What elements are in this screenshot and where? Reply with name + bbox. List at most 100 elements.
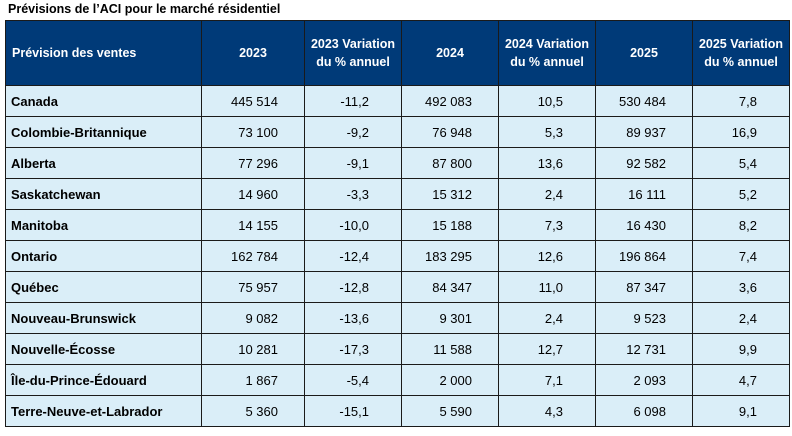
change-2025-cell: 16,9 <box>692 116 790 148</box>
change-2023-cell: -12,8 <box>304 271 402 303</box>
region-cell: Manitoba <box>5 209 202 241</box>
sales-2025-cell: 87 347 <box>595 271 693 303</box>
sales-2024-cell: 87 800 <box>401 147 499 179</box>
table-row: Nouvelle-Écosse 10 281 -17,3 11 588 12,7 12 7… <box>5 333 790 365</box>
sales-2023-cell: 9 082 <box>201 302 305 334</box>
sales-2024-cell: 492 083 <box>401 85 499 117</box>
change-2025-cell: 5,4 <box>692 147 790 179</box>
sales-2023-cell: 73 100 <box>201 116 305 148</box>
sales-2024-cell: 15 312 <box>401 178 499 210</box>
region-cell: Saskatchewan <box>5 178 202 210</box>
sales-2024-cell: 76 948 <box>401 116 499 148</box>
header-2024-change: 2024 Variation du % annuel <box>498 20 596 86</box>
change-2024-cell: 12,7 <box>498 333 596 365</box>
sales-2025-cell: 89 937 <box>595 116 693 148</box>
table-row: Nouveau-Brunswick 9 082 -13,6 9 301 2,4 9 523… <box>5 302 790 334</box>
sales-2025-cell: 530 484 <box>595 85 693 117</box>
header-2023-change-label: 2023 Variation du % annuel <box>310 37 396 69</box>
table-caption: Prévisions de l’ACI pour le marché résid… <box>8 2 281 16</box>
sales-2023-cell: 162 784 <box>201 240 305 272</box>
change-2025-cell: 4,7 <box>692 364 790 396</box>
header-row: Prévision des ventes 2023 2023 Variation… <box>5 20 790 86</box>
change-2024-cell: 7,1 <box>498 364 596 396</box>
table-row: Île-du-Prince-Édouard 1 867 -5,4 2 000 7,1 2 … <box>5 364 790 396</box>
change-2023-cell: -15,1 <box>304 395 402 427</box>
region-cell: Nouveau-Brunswick <box>5 302 202 334</box>
change-2025-cell: 7,4 <box>692 240 790 272</box>
region-cell: Canada <box>5 85 202 117</box>
table-row: Alberta 77 296 -9,1 87 800 13,6 92 582 5,4 <box>5 147 790 179</box>
change-2024-cell: 7,3 <box>498 209 596 241</box>
sales-2025-cell: 9 523 <box>595 302 693 334</box>
table-row: Saskatchewan 14 960 -3,3 15 312 2,4 16 111 5,2 <box>5 178 790 210</box>
header-2024-change-label: 2024 Variation du % annuel <box>504 37 590 69</box>
table-row: Ontario 162 784 -12,4 183 295 12,6 196 864 7,4 <box>5 240 790 272</box>
sales-2024-cell: 11 588 <box>401 333 499 365</box>
change-2024-cell: 12,6 <box>498 240 596 272</box>
change-2024-cell: 2,4 <box>498 178 596 210</box>
change-2023-cell: -17,3 <box>304 333 402 365</box>
change-2024-cell: 11,0 <box>498 271 596 303</box>
header-2023-label: 2023 <box>239 46 267 60</box>
sales-2024-cell: 2 000 <box>401 364 499 396</box>
sales-2023-cell: 14 960 <box>201 178 305 210</box>
change-2025-cell: 3,6 <box>692 271 790 303</box>
change-2023-cell: -9,1 <box>304 147 402 179</box>
change-2024-cell: 13,6 <box>498 147 596 179</box>
region-cell: Nouvelle-Écosse <box>5 333 202 365</box>
change-2025-cell: 5,2 <box>692 178 790 210</box>
header-2023: 2023 <box>201 20 305 86</box>
change-2025-cell: 2,4 <box>692 302 790 334</box>
header-2025: 2025 <box>595 20 693 86</box>
header-2024-label: 2024 <box>436 46 464 60</box>
sales-2023-cell: 14 155 <box>201 209 305 241</box>
change-2024-cell: 10,5 <box>498 85 596 117</box>
sales-2025-cell: 2 093 <box>595 364 693 396</box>
region-cell: Québec <box>5 271 202 303</box>
region-cell: Île-du-Prince-Édouard <box>5 364 202 396</box>
change-2023-cell: -5,4 <box>304 364 402 396</box>
sales-2024-cell: 9 301 <box>401 302 499 334</box>
sales-2025-cell: 16 430 <box>595 209 693 241</box>
sales-2024-cell: 15 188 <box>401 209 499 241</box>
change-2023-cell: -11,2 <box>304 85 402 117</box>
change-2025-cell: 9,1 <box>692 395 790 427</box>
table-row: Manitoba 14 155 -10,0 15 188 7,3 16 430 8,2 <box>5 209 790 241</box>
region-cell: Ontario <box>5 240 202 272</box>
table-row: Canada 445 514 -11,2 492 083 10,5 530 484 7,8 <box>5 85 790 117</box>
sales-2025-cell: 6 098 <box>595 395 693 427</box>
header-region: Prévision des ventes <box>5 20 202 86</box>
change-2025-cell: 8,2 <box>692 209 790 241</box>
region-cell: Alberta <box>5 147 202 179</box>
change-2023-cell: -9,2 <box>304 116 402 148</box>
change-2023-cell: -13,6 <box>304 302 402 334</box>
header-region-label: Prévision des ventes <box>12 46 137 60</box>
header-2025-change-label: 2025 Variation du % annuel <box>698 37 784 69</box>
change-2024-cell: 2,4 <box>498 302 596 334</box>
region-cell: Terre-Neuve-et-Labrador <box>5 395 202 427</box>
change-2025-cell: 7,8 <box>692 85 790 117</box>
sales-2025-cell: 16 111 <box>595 178 693 210</box>
sales-2024-cell: 183 295 <box>401 240 499 272</box>
header-2025-change: 2025 Variation du % annuel <box>692 20 790 86</box>
sales-2024-cell: 5 590 <box>401 395 499 427</box>
sales-2023-cell: 5 360 <box>201 395 305 427</box>
sales-2025-cell: 92 582 <box>595 147 693 179</box>
change-2023-cell: -10,0 <box>304 209 402 241</box>
sales-2023-cell: 10 281 <box>201 333 305 365</box>
change-2025-cell: 9,9 <box>692 333 790 365</box>
sales-2023-cell: 445 514 <box>201 85 305 117</box>
table-row: Terre-Neuve-et-Labrador 5 360 -15,1 5 590 4,… <box>5 395 790 427</box>
table-row: Québec 75 957 -12,8 84 347 11,0 87 347 3,6 <box>5 271 790 303</box>
sales-2023-cell: 75 957 <box>201 271 305 303</box>
sales-2023-cell: 1 867 <box>201 364 305 396</box>
change-2024-cell: 5,3 <box>498 116 596 148</box>
header-2024: 2024 <box>401 20 499 86</box>
sales-2025-cell: 12 731 <box>595 333 693 365</box>
sales-2023-cell: 77 296 <box>201 147 305 179</box>
header-2025-label: 2025 <box>630 46 658 60</box>
table-row: Colombie-Britannique 73 100 -9,2 76 948 5,3 8… <box>5 116 790 148</box>
sales-2024-cell: 84 347 <box>401 271 499 303</box>
region-cell: Colombie-Britannique <box>5 116 202 148</box>
header-2023-change: 2023 Variation du % annuel <box>304 20 402 86</box>
